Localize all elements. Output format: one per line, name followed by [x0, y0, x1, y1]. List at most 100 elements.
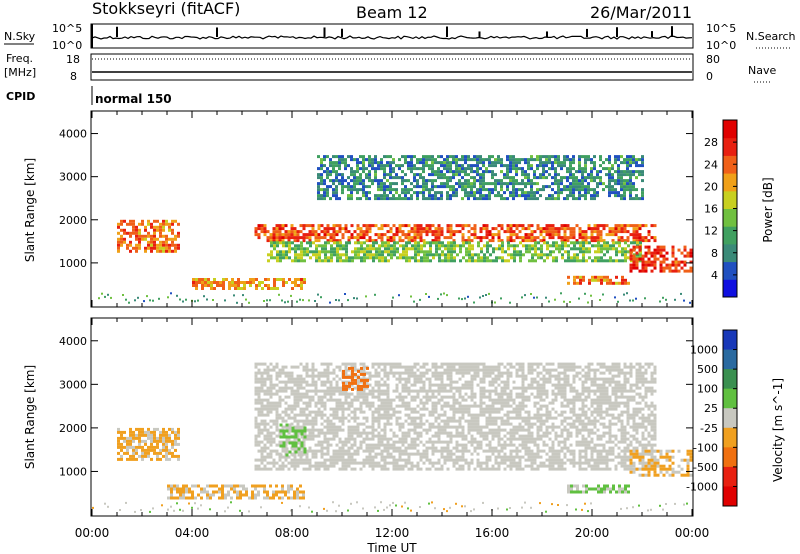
data-cell [353, 437, 357, 441]
ground-scatter-cell [473, 301, 475, 304]
data-cell [341, 416, 345, 420]
data-cell [624, 256, 627, 260]
data-cell [506, 239, 510, 243]
data-cell [156, 445, 159, 449]
data-cell [135, 448, 138, 452]
data-cell [392, 458, 396, 462]
data-cell [314, 434, 318, 438]
data-cell [384, 247, 387, 251]
data-cell [438, 247, 441, 251]
data-cell [560, 188, 563, 192]
data-cell [320, 362, 324, 366]
data-cell [293, 413, 297, 417]
data-cell [260, 458, 264, 462]
data-cell [413, 446, 417, 450]
data-cell [338, 407, 342, 411]
data-cell [365, 431, 369, 435]
data-cell [404, 371, 408, 375]
data-cell [584, 170, 587, 174]
data-cell [503, 389, 507, 393]
data-cell [297, 244, 300, 248]
data-cell [450, 250, 453, 254]
data-cell [416, 422, 420, 426]
data-cell [314, 452, 318, 456]
data-cell [350, 170, 353, 174]
data-cell [521, 167, 524, 171]
data-cell [344, 185, 347, 189]
data-cell [419, 440, 423, 444]
data-cell [530, 164, 533, 168]
data-cell [488, 407, 492, 411]
data-cell [291, 259, 294, 263]
data-cell [440, 185, 443, 189]
data-cell [566, 167, 569, 171]
data-cell [135, 231, 138, 235]
data-cell [485, 467, 489, 471]
data-cell [389, 455, 393, 459]
data-cell [461, 458, 465, 462]
data-cell [485, 443, 489, 447]
data-cell [339, 256, 342, 260]
data-cell [401, 182, 404, 186]
data-cell [431, 425, 435, 429]
data-cell [362, 158, 365, 162]
freq-panel [90, 53, 694, 81]
data-cell [482, 164, 485, 168]
data-cell [165, 442, 168, 446]
data-cell [488, 155, 491, 159]
data-cell [371, 410, 375, 414]
data-cell [449, 179, 452, 183]
data-cell [314, 422, 318, 426]
data-cell [473, 176, 476, 180]
data-cell [374, 170, 377, 174]
data-cell [192, 278, 195, 281]
data-cell [464, 404, 468, 408]
data-cell [434, 185, 437, 189]
data-cell [383, 191, 386, 195]
data-cell [476, 179, 479, 183]
data-cell [308, 467, 312, 471]
data-cell [377, 416, 381, 420]
data-cell [569, 191, 572, 195]
data-cell [614, 194, 617, 198]
data-cell [503, 371, 507, 375]
data-cell [428, 413, 432, 417]
data-cell [440, 455, 444, 459]
data-cell [269, 407, 273, 411]
data-cell [572, 197, 575, 201]
data-cell [416, 227, 420, 231]
data-cell [566, 239, 570, 243]
data-cell [303, 247, 306, 251]
data-cell [413, 431, 417, 435]
data-cell [174, 234, 177, 238]
data-cell [479, 413, 483, 417]
data-cell [326, 428, 330, 432]
data-cell [426, 253, 429, 257]
data-cell [135, 457, 138, 461]
data-cell [455, 446, 459, 450]
data-cell [398, 404, 402, 408]
data-cell [549, 250, 552, 254]
data-cell [359, 362, 363, 366]
data-cell [491, 434, 495, 438]
data-cell [534, 250, 537, 254]
data-cell [446, 179, 449, 183]
data-cell [464, 170, 467, 174]
data-cell [467, 230, 471, 234]
data-cell [362, 170, 365, 174]
data-cell [444, 244, 447, 248]
data-cell [282, 253, 285, 257]
data-cell [446, 224, 450, 228]
data-cell [563, 239, 567, 243]
data-cell [557, 155, 560, 159]
data-cell [452, 368, 456, 372]
data-cell [350, 467, 354, 471]
data-cell [308, 410, 312, 414]
data-cell [615, 259, 618, 263]
data-cell [332, 236, 336, 240]
data-cell [222, 284, 225, 287]
ground-scatter-cell [464, 297, 466, 300]
data-cell [254, 398, 258, 402]
data-cell [455, 434, 459, 438]
data-cell [455, 230, 459, 234]
